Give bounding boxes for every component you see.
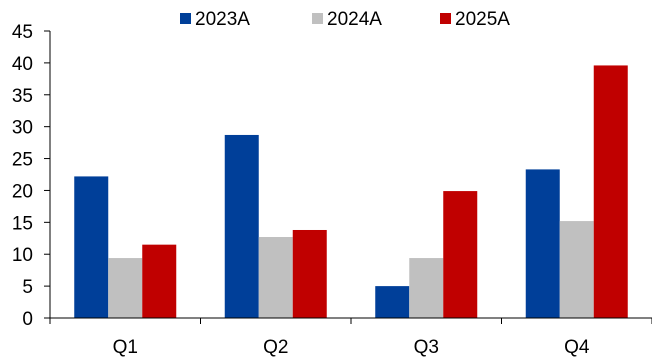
- x-axis: Q1 Q2 Q3 Q4: [49, 317, 652, 358]
- legend-label: 2024A: [327, 9, 382, 30]
- bars: [74, 65, 628, 318]
- bar-2024A-Q2: [258, 237, 293, 318]
- y-tick-label: 20: [12, 181, 33, 202]
- bar-2025A-Q4: [593, 65, 628, 318]
- y-tick-label: 35: [12, 86, 33, 107]
- bar-2024A-Q1: [108, 258, 143, 318]
- bar-2025A-Q2: [292, 229, 327, 318]
- legend-swatch-2025A: [440, 13, 451, 24]
- bar-2023A-Q2: [224, 134, 259, 318]
- y-tick-label: 15: [12, 213, 33, 234]
- y-tick-label: 0: [22, 309, 33, 330]
- y-tick-label: 10: [12, 245, 33, 266]
- y-tick-label: 30: [12, 118, 33, 139]
- x-category-label: Q4: [564, 337, 590, 358]
- y-tick-label: 25: [12, 150, 33, 171]
- x-category-label: Q2: [263, 337, 288, 358]
- x-category-label: Q3: [414, 337, 439, 358]
- y-tick-label: 45: [12, 22, 33, 43]
- y-tick-label: 40: [12, 54, 33, 75]
- bar-2025A-Q3: [443, 191, 478, 318]
- y-tick-label: 5: [22, 277, 33, 298]
- x-category-label: Q1: [113, 337, 138, 358]
- bar-2023A-Q3: [375, 286, 410, 318]
- legend-swatch-2023A: [180, 13, 191, 24]
- bar-2023A-Q4: [525, 169, 560, 318]
- bar-2025A-Q1: [142, 244, 177, 318]
- chart-legend: 2023A 2024A 2025A: [180, 9, 510, 30]
- legend-label: 2025A: [455, 9, 510, 30]
- bar-2024A-Q4: [559, 221, 594, 318]
- bar-2023A-Q1: [74, 176, 109, 318]
- legend-swatch-2024A: [312, 13, 323, 24]
- y-axis: 0 5 10 15 20 25 30 35 40 45: [12, 22, 51, 330]
- legend-label: 2023A: [195, 9, 250, 30]
- bar-2024A-Q3: [409, 258, 444, 318]
